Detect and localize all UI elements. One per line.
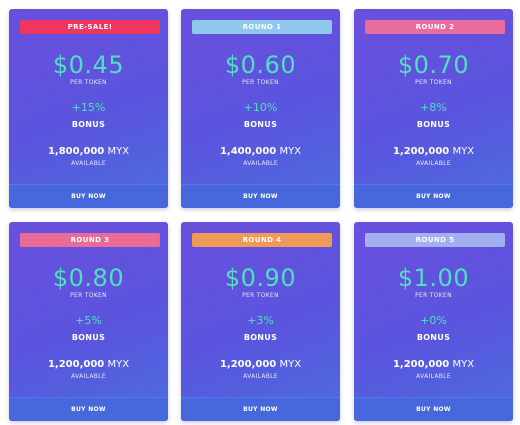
pricing-card-round-5: ROUND 5 $1.00 PER TOKEN +0% BONUS 1,200,… — [354, 222, 513, 421]
available-amount: 1,400,000 MYX — [181, 146, 340, 157]
token-price: $0.80 — [52, 264, 125, 292]
pricing-card-round-3: ROUND 3 $0.80 PER TOKEN +5% BONUS 1,200,… — [9, 222, 168, 421]
per-token-label: PER TOKEN — [242, 79, 279, 86]
pricing-card-round-1: ROUND 1 $0.60 PER TOKEN +10% BONUS 1,400… — [181, 9, 340, 208]
amount-value: 1,200,000 — [47, 359, 105, 370]
bonus-percent: +0% — [420, 314, 447, 327]
bonus-label: BONUS — [71, 333, 106, 342]
per-token-label: PER TOKEN — [70, 292, 107, 299]
round-badge: ROUND 2 — [365, 20, 505, 34]
available-amount: 1,200,000 MYX — [354, 359, 513, 370]
available-amount: 1,200,000 MYX — [181, 359, 340, 370]
buy-now-button[interactable]: BUY NOW — [354, 184, 513, 208]
amount-value: 1,200,000 — [219, 359, 277, 370]
buy-now-button[interactable]: BUY NOW — [9, 184, 168, 208]
buy-now-button[interactable]: BUY NOW — [181, 397, 340, 421]
buy-now-button[interactable]: BUY NOW — [9, 397, 168, 421]
pricing-card-round-2: ROUND 2 $0.70 PER TOKEN +8% BONUS 1,200,… — [354, 9, 513, 208]
bonus-label: BONUS — [243, 120, 278, 129]
amount-unit: MYX — [452, 359, 475, 370]
bonus-percent: +15% — [71, 101, 106, 114]
round-badge: ROUND 5 — [365, 233, 505, 247]
amount-unit: MYX — [279, 359, 302, 370]
bonus-percent: +3% — [247, 314, 274, 327]
round-badge: ROUND 4 — [192, 233, 332, 247]
per-token-label: PER TOKEN — [415, 292, 452, 299]
bonus-label: BONUS — [416, 120, 451, 129]
token-price: $1.00 — [397, 264, 470, 292]
bonus-percent: +5% — [75, 314, 102, 327]
amount-value: 1,200,000 — [392, 146, 450, 157]
amount-value: 1,200,000 — [392, 359, 450, 370]
token-price: $0.60 — [224, 51, 297, 79]
available-label: AVAILABLE — [416, 160, 451, 167]
amount-unit: MYX — [452, 146, 475, 157]
buy-now-button[interactable]: BUY NOW — [354, 397, 513, 421]
round-badge: ROUND 3 — [20, 233, 160, 247]
per-token-label: PER TOKEN — [242, 292, 279, 299]
available-amount: 1,200,000 MYX — [354, 146, 513, 157]
token-price: $0.70 — [397, 51, 470, 79]
amount-unit: MYX — [107, 359, 130, 370]
per-token-label: PER TOKEN — [415, 79, 452, 86]
bonus-percent: +8% — [420, 101, 447, 114]
available-label: AVAILABLE — [416, 373, 451, 380]
available-label: AVAILABLE — [71, 160, 106, 167]
token-price: $0.45 — [52, 51, 125, 79]
bonus-label: BONUS — [416, 333, 451, 342]
per-token-label: PER TOKEN — [70, 79, 107, 86]
round-badge: ROUND 1 — [192, 20, 332, 34]
buy-now-button[interactable]: BUY NOW — [181, 184, 340, 208]
pricing-card-round-4: ROUND 4 $0.90 PER TOKEN +3% BONUS 1,200,… — [181, 222, 340, 421]
amount-unit: MYX — [279, 146, 302, 157]
available-label: AVAILABLE — [71, 373, 106, 380]
bonus-label: BONUS — [71, 120, 106, 129]
pricing-card-presale: PRE-SALE! $0.45 PER TOKEN +15% BONUS 1,8… — [9, 9, 168, 208]
available-label: AVAILABLE — [243, 373, 278, 380]
available-amount: 1,800,000 MYX — [9, 146, 168, 157]
available-label: AVAILABLE — [243, 160, 278, 167]
bonus-percent: +10% — [243, 101, 278, 114]
amount-value: 1,800,000 — [47, 146, 105, 157]
bonus-label: BONUS — [243, 333, 278, 342]
token-price: $0.90 — [224, 264, 297, 292]
available-amount: 1,200,000 MYX — [9, 359, 168, 370]
amount-unit: MYX — [107, 146, 130, 157]
amount-value: 1,400,000 — [219, 146, 277, 157]
round-badge: PRE-SALE! — [20, 20, 160, 34]
